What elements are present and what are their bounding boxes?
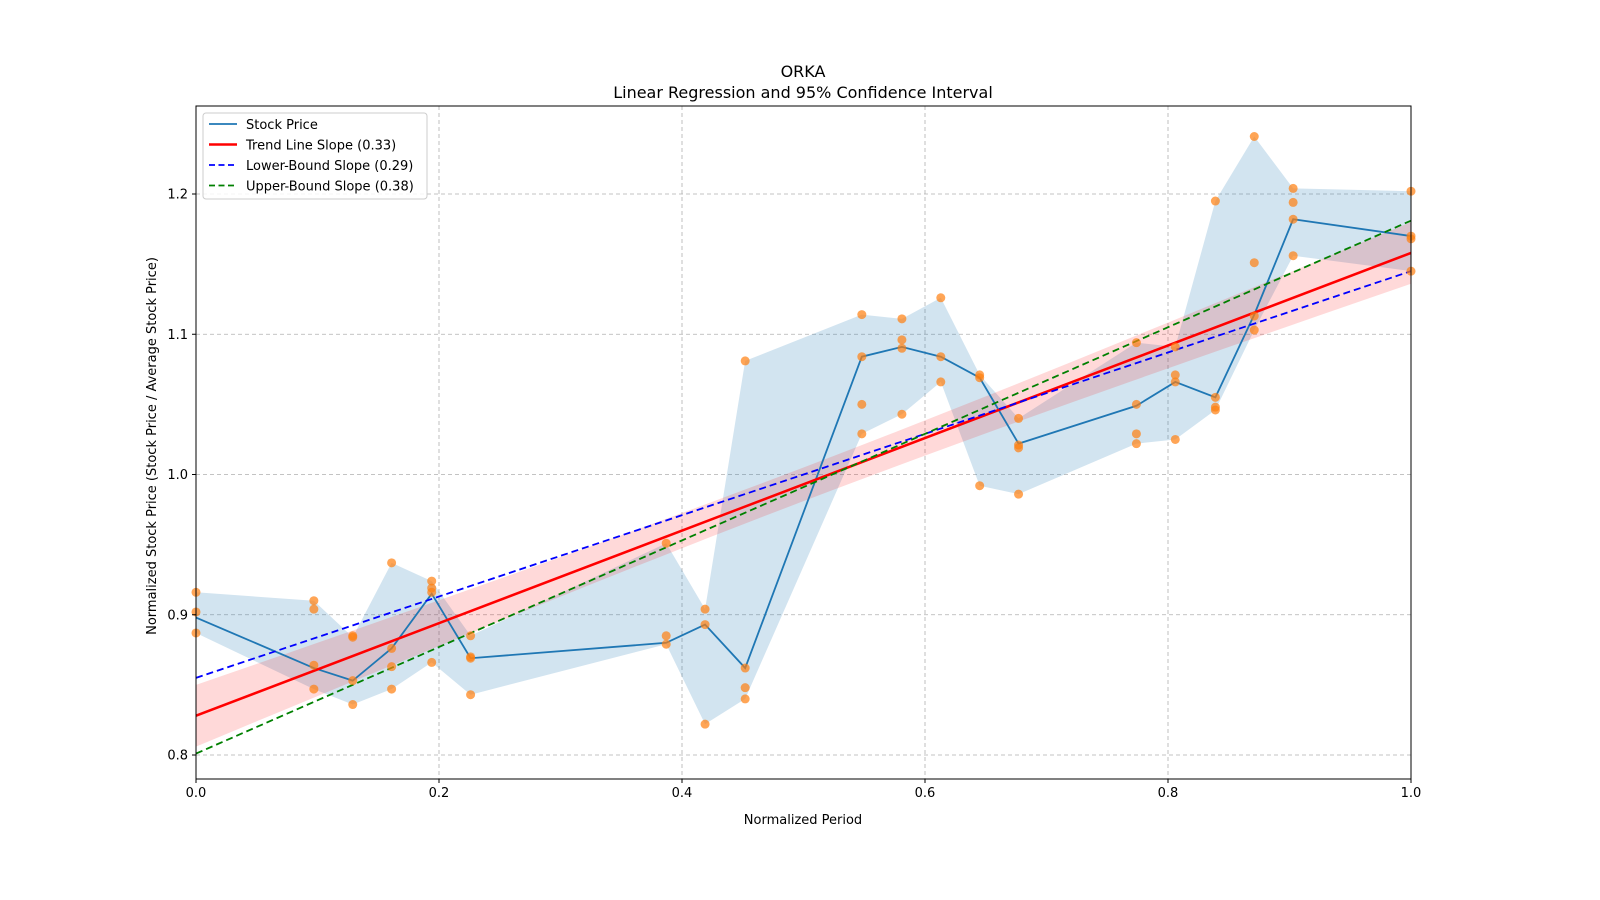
x-tick-label: 0.2 bbox=[429, 786, 450, 801]
range-band bbox=[196, 136, 1411, 725]
scatter-point bbox=[1014, 489, 1024, 499]
scatter-point bbox=[348, 700, 358, 710]
scatter-point bbox=[857, 429, 867, 439]
scatter-group bbox=[191, 131, 1416, 729]
scatter-point bbox=[387, 684, 397, 694]
legend: Stock Price Trend Line Slope (0.33) Lower-… bbox=[202, 112, 428, 200]
lower-bound-line bbox=[195, 270, 1412, 679]
x-axis-label: Normalized Period bbox=[744, 813, 862, 828]
scatter-point bbox=[897, 409, 907, 419]
scatter-point bbox=[700, 604, 710, 614]
scatter-point bbox=[857, 310, 867, 320]
scatter-point bbox=[936, 377, 946, 387]
y-axis-label: Normalized Stock Price (Stock Price / Av… bbox=[145, 257, 160, 635]
x-tick-label: 0.6 bbox=[915, 786, 936, 801]
scatter-point bbox=[1170, 377, 1180, 387]
scatter-point bbox=[1170, 370, 1180, 380]
scatter-point bbox=[740, 683, 750, 693]
scatter-point bbox=[1131, 338, 1141, 348]
legend-label: Stock Price bbox=[246, 118, 318, 133]
legend-label: Upper-Bound Slope (0.38) bbox=[246, 180, 414, 195]
lines-group bbox=[195, 218, 1412, 755]
scatter-point bbox=[1249, 325, 1259, 335]
scatter-point bbox=[897, 335, 907, 345]
x-tick-label: 0.4 bbox=[672, 786, 693, 801]
legend-box bbox=[202, 112, 428, 200]
scatter-point bbox=[1288, 214, 1298, 224]
scatter-point bbox=[309, 596, 319, 606]
scatter-point bbox=[348, 631, 358, 641]
scatter-point bbox=[1014, 443, 1024, 453]
legend-label: Lower-Bound Slope (0.29) bbox=[246, 159, 413, 174]
scatter-point bbox=[661, 631, 671, 641]
scatter-point bbox=[466, 631, 476, 641]
scatter-point bbox=[740, 356, 750, 366]
scatter-point bbox=[427, 587, 437, 597]
x-tick-label: 0.8 bbox=[1158, 786, 1179, 801]
scatter-point bbox=[897, 343, 907, 353]
scatter-point bbox=[975, 481, 985, 491]
scatter-point bbox=[309, 604, 319, 614]
scatter-point bbox=[1170, 342, 1180, 352]
x-tick-label: 0.0 bbox=[186, 786, 207, 801]
scatter-point bbox=[387, 558, 397, 568]
chart-title: ORKA bbox=[781, 62, 826, 81]
scatter-point bbox=[661, 639, 671, 649]
y-axis: 0.8 0.9 1.0 1.1 1.2 bbox=[167, 188, 196, 764]
scatter-point bbox=[427, 576, 437, 586]
scatter-point bbox=[466, 653, 476, 663]
scatter-point bbox=[1288, 183, 1298, 193]
grid-lines bbox=[196, 106, 1411, 779]
upper-bound-line bbox=[195, 219, 1412, 755]
scatter-point bbox=[348, 676, 358, 686]
scatter-point bbox=[387, 643, 397, 653]
scatter-point bbox=[1210, 405, 1220, 415]
x-tick-label: 1.0 bbox=[1401, 786, 1422, 801]
scatter-point bbox=[1249, 258, 1259, 268]
scatter-point bbox=[1288, 251, 1298, 261]
scatter-point bbox=[309, 660, 319, 670]
scatter-point bbox=[427, 657, 437, 667]
scatter-point bbox=[897, 314, 907, 324]
scatter-point bbox=[309, 684, 319, 694]
scatter-point bbox=[740, 694, 750, 704]
y-tick-label: 1.0 bbox=[167, 468, 188, 483]
scatter-point bbox=[387, 662, 397, 672]
scatter-point bbox=[857, 399, 867, 409]
scatter-point bbox=[1014, 413, 1024, 423]
legend-label: Trend Line Slope (0.33) bbox=[245, 139, 396, 154]
scatter-point bbox=[466, 690, 476, 700]
scatter-point bbox=[661, 538, 671, 548]
trend-line bbox=[195, 251, 1412, 717]
scatter-point bbox=[1210, 392, 1220, 402]
scatter-point bbox=[975, 373, 985, 383]
scatter-point bbox=[740, 663, 750, 673]
y-tick-label: 1.1 bbox=[167, 328, 188, 343]
scatter-point bbox=[1131, 439, 1141, 449]
scatter-point bbox=[936, 352, 946, 362]
x-axis: 0.0 0.2 0.4 0.6 0.8 1.0 bbox=[186, 779, 1422, 801]
scatter-point bbox=[1249, 311, 1259, 321]
scatter-point bbox=[857, 352, 867, 362]
y-tick-label: 1.2 bbox=[167, 188, 188, 203]
scatter-point bbox=[1131, 429, 1141, 439]
scatter-point bbox=[1170, 434, 1180, 444]
scatter-point bbox=[1249, 131, 1259, 141]
chart-subtitle: Linear Regression and 95% Confidence Int… bbox=[613, 83, 993, 102]
y-tick-label: 0.8 bbox=[167, 749, 188, 764]
scatter-point bbox=[700, 620, 710, 630]
scatter-point bbox=[936, 293, 946, 303]
scatter-point bbox=[1210, 196, 1220, 206]
scatter-point bbox=[700, 719, 710, 729]
range-band-group bbox=[196, 136, 1411, 725]
plot-frame bbox=[195, 105, 1412, 780]
scatter-point bbox=[1131, 399, 1141, 409]
scatter-point bbox=[1288, 197, 1298, 207]
y-tick-label: 0.9 bbox=[167, 608, 188, 623]
